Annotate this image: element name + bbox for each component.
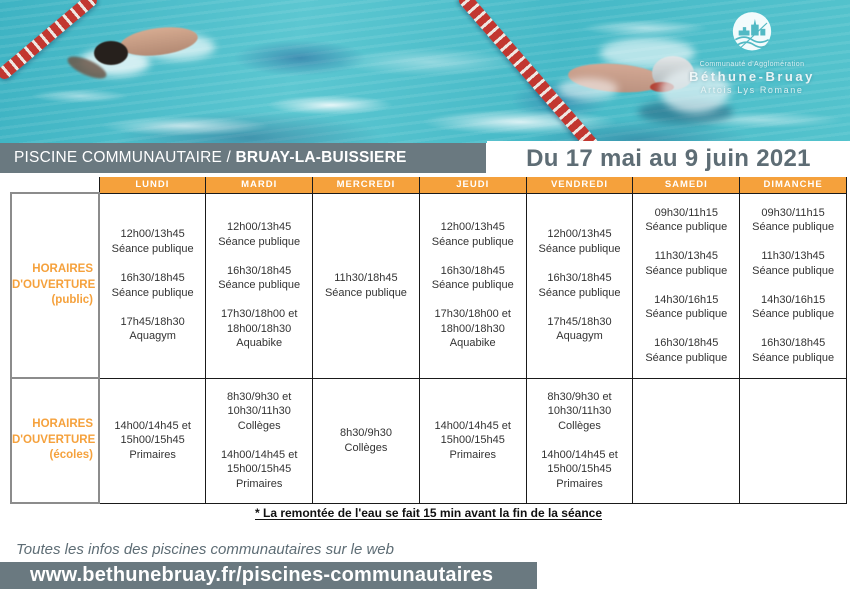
schedule-cell-schools-jeudi: 14h00/14h45 et 15h00/15h45 Primaires <box>418 377 527 504</box>
schedule-cell-schools-lundi: 14h00/14h45 et 15h00/15h45 Primaires <box>98 377 207 504</box>
water-splash <box>558 78 618 100</box>
logo-subtitle: Communauté d'Agglomération <box>699 61 805 68</box>
schedule-cell-public-samedi: 09h30/11h15 Séance publique 11h30/13h45 … <box>632 192 741 379</box>
row-label-public: HORAIRES D'OUVERTURE (public) <box>10 192 100 379</box>
logo-name: Béthune-Bruay <box>689 69 815 84</box>
schedule-cell-public-dimanche: 09h30/11h15 Séance publique 11h30/13h45 … <box>739 192 847 379</box>
swimmer-left <box>60 20 220 95</box>
date-banner: Du 17 mai au 9 juin 2021 <box>487 141 850 176</box>
schedule-cell-schools-mardi: 8h30/9h30 et 10h30/11h30 Collèges 14h00/… <box>205 377 314 504</box>
schedule-cell-public-mercredi: 11h30/18h45 Séance publique <box>312 192 420 379</box>
footnote: * La remontée de l'eau se fait 15 min av… <box>255 506 602 520</box>
schedule-cell-public-mardi: 12h00/13h45 Séance publique 16h30/18h45 … <box>205 192 314 379</box>
schedule-table: LUNDI MARDI MERCREDI JEUDI VENDREDI SAME… <box>10 177 847 504</box>
day-header-mercredi: MERCREDI <box>312 177 420 194</box>
schedule-cell-public-jeudi: 12h00/13h45 Séance publique 16h30/18h45 … <box>418 192 527 379</box>
schedule-cell-schools-dimanche <box>739 377 847 504</box>
schedule-cell-public-lundi: 12h00/13h45 Séance publique 16h30/18h45 … <box>98 192 207 379</box>
schedule-cell-public-vendredi: 12h00/13h45 Séance publique 16h30/18h45 … <box>525 192 634 379</box>
corner-cell <box>11 177 99 193</box>
schedule-cell-schools-samedi <box>632 377 741 504</box>
day-header-row: LUNDI MARDI MERCREDI JEUDI VENDREDI SAME… <box>11 177 847 194</box>
schools-hours-row: HORAIRES D'OUVERTURE (écoles) 14h00/14h4… <box>10 377 847 504</box>
day-header-samedi: SAMEDI <box>632 177 741 194</box>
title-bar: PISCINE COMMUNAUTAIRE / BRUAY-LA-BUISSIE… <box>0 143 486 173</box>
day-header-dimanche: DIMANCHE <box>739 177 847 194</box>
skyline-icon <box>732 12 772 51</box>
day-header-jeudi: JEUDI <box>418 177 527 194</box>
water-splash <box>660 68 730 113</box>
schedule-cell-schools-vendredi: 8h30/9h30 et 10h30/11h30 Collèges 14h00/… <box>525 377 634 504</box>
schedule-cell-schools-mercredi: 8h30/9h30 Collèges <box>312 377 420 504</box>
title-prefix: PISCINE COMMUNAUTAIRE / <box>14 149 236 166</box>
web-tagline: Toutes les infos des piscines communauta… <box>16 541 394 558</box>
title-city: BRUAY-LA-BUISSIERE <box>235 149 407 166</box>
swimmer-head <box>94 41 128 65</box>
swimmer-right <box>550 38 733 132</box>
day-header-mardi: MARDI <box>205 177 314 194</box>
public-hours-row: HORAIRES D'OUVERTURE (public) 12h00/13h4… <box>10 192 847 379</box>
logo-tagline: Artois Lys Romane <box>700 85 804 95</box>
day-header-lundi: LUNDI <box>98 177 207 194</box>
pool-photo: Communauté d'Agglomération Béthune-Bruay… <box>0 0 850 143</box>
day-header-vendredi: VENDREDI <box>525 177 634 194</box>
agglomeration-logo: Communauté d'Agglomération Béthune-Bruay… <box>662 8 842 95</box>
website-bar: www.bethunebruay.fr/piscines-communautai… <box>0 562 537 589</box>
row-label-schools: HORAIRES D'OUVERTURE (écoles) <box>10 377 100 504</box>
